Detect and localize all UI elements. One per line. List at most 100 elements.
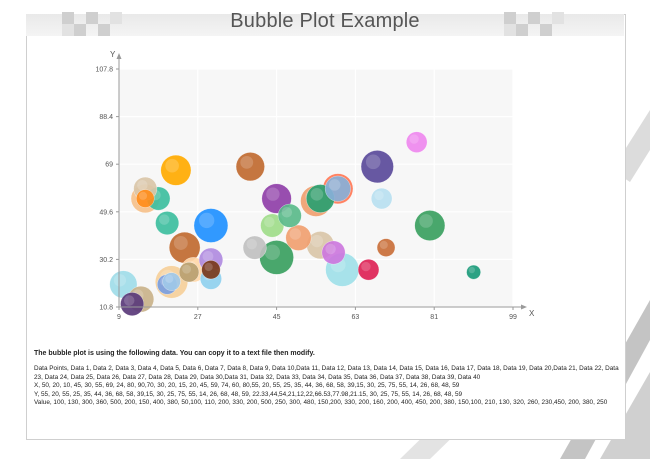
bubble-highlight: [328, 179, 341, 191]
bubble-highlight: [264, 244, 280, 260]
bubble-highlight: [374, 190, 384, 201]
bubble: [321, 240, 346, 265]
bubble: [324, 175, 351, 202]
bubble-highlight: [246, 238, 258, 250]
bubble-highlight: [281, 206, 293, 218]
title-band: [26, 14, 624, 36]
checker-right: [504, 12, 564, 36]
bubble-point: [178, 262, 200, 283]
bubble: [414, 210, 446, 241]
bubble-highlight: [138, 191, 148, 200]
bubble-point: [405, 131, 428, 153]
bubble: [178, 262, 200, 283]
bubble-point: [370, 187, 393, 210]
bubble-highlight: [419, 214, 433, 228]
x-tick-label: 63: [352, 314, 360, 321]
bubble-point: [168, 231, 201, 264]
x-tick-label: 45: [273, 314, 281, 321]
bubble-highlight: [409, 134, 419, 144]
notes-heading: The bubble plot is using the following d…: [34, 350, 315, 357]
bubble-highlight: [240, 155, 254, 169]
bubble-point: [242, 235, 267, 260]
checker-left: [62, 12, 122, 36]
bubble: [277, 203, 302, 228]
bubble-point: [193, 208, 229, 243]
bubble-highlight: [325, 243, 336, 255]
bubble: [285, 224, 312, 251]
bubble-point: [235, 152, 265, 182]
bubble-point: [357, 259, 380, 281]
y-axis-label: Y: [110, 50, 116, 59]
bubble-highlight: [173, 236, 188, 250]
x-axis-arrow: [521, 304, 527, 310]
bubble-point: [321, 240, 346, 265]
bubble: [466, 264, 481, 280]
notes-y-values: Y, 55, 20, 55, 25, 35, 44, 36, 68, 58, 3…: [34, 390, 463, 398]
bubble-point: [155, 211, 180, 236]
bubble: [160, 154, 192, 186]
x-tick-label: 27: [194, 314, 202, 321]
chart-title: Bubble Plot Example: [230, 10, 420, 32]
bubble-highlight: [165, 158, 179, 173]
y-tick-label: 10.8: [99, 305, 113, 312]
bubble-highlight: [165, 274, 174, 283]
bubble: [201, 260, 221, 280]
bubble-highlight: [310, 187, 324, 201]
bubble-point: [285, 224, 312, 251]
bubble-highlight: [204, 262, 213, 272]
bubble: [242, 235, 267, 260]
bubble-point: [360, 150, 394, 184]
bubble-highlight: [264, 216, 275, 228]
bubble-highlight: [199, 212, 215, 229]
y-tick-label: 30.2: [99, 257, 113, 264]
notes-x-values: X, 50, 20, 10, 45, 30, 55, 69, 24, 80, 9…: [34, 382, 460, 390]
bubble-point: [109, 270, 138, 299]
bubble: [405, 131, 428, 153]
bubble-highlight: [468, 266, 476, 274]
bubble-highlight: [365, 154, 381, 170]
y-axis-arrow: [116, 53, 122, 59]
bubble-point: [324, 175, 351, 202]
bubble-highlight: [158, 214, 170, 225]
bubble-highlight: [202, 250, 214, 262]
bubble-point: [376, 238, 396, 257]
bubble: [120, 292, 145, 316]
tick-labels: 9 27 45 63 81 99 10.8 30.2 49.6 69 88.4 107.8: [95, 67, 517, 322]
bubble: [235, 152, 265, 182]
y-tick-label: 107.8: [95, 67, 113, 74]
bubble: [193, 208, 229, 243]
notes-data-points: Data Points, Data 1, Data 2, Data 3, Dat…: [34, 365, 619, 381]
bubble-highlight: [113, 274, 127, 287]
bubble-point: [466, 264, 481, 280]
bubble-point: [277, 203, 302, 228]
notes-values: Value, 100, 130, 300, 360, 500, 200, 150…: [34, 399, 608, 407]
x-tick-label: 81: [430, 314, 438, 321]
bubble-point: [201, 260, 221, 280]
bubble-highlight: [379, 240, 388, 249]
y-tick-label: 88.4: [99, 114, 113, 121]
bubble: [376, 238, 396, 257]
bubble-highlight: [182, 264, 192, 274]
bubble-highlight: [361, 261, 371, 272]
x-axis-label: X: [529, 309, 535, 318]
bubble: [155, 211, 180, 236]
bubble-highlight: [123, 295, 135, 306]
bubble: [370, 187, 393, 210]
bubble-point: [136, 189, 155, 208]
y-tick-label: 69: [105, 162, 113, 169]
x-tick-label: 9: [117, 314, 121, 321]
bubble: [162, 272, 181, 291]
bubble-highlight: [289, 228, 302, 240]
bubble-highlight: [310, 234, 324, 248]
bubble-point: [120, 292, 145, 316]
bubble: [357, 259, 380, 281]
y-tick-label: 49.6: [99, 209, 113, 216]
bubbles: [109, 131, 481, 316]
bubble: [136, 189, 155, 208]
bubble-highlight: [266, 187, 280, 201]
bubble-highlight: [137, 179, 148, 191]
bubble-point: [162, 272, 181, 291]
x-tick-label: 99: [509, 314, 517, 321]
